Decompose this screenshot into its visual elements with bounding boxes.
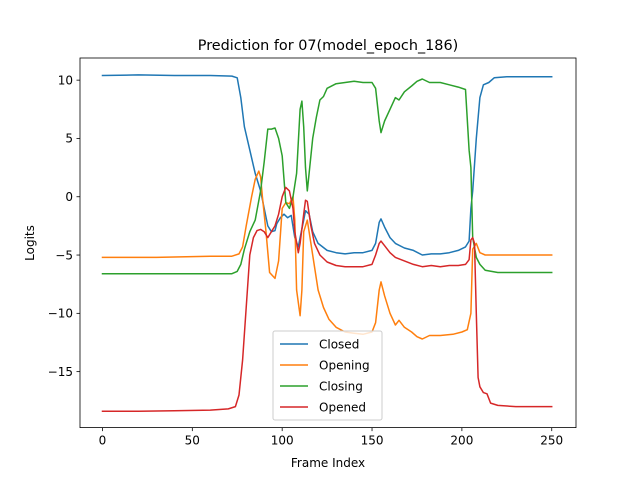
series-line-opened [101, 186, 553, 413]
series-line-closing [101, 78, 553, 275]
x-tick-label: 200 [450, 434, 473, 448]
x-tick-label: 150 [361, 434, 384, 448]
chart-title: Prediction for 07(model_epoch_186) [198, 38, 458, 54]
plot-frame [79, 57, 577, 429]
y-tick-label: 5 [65, 132, 73, 146]
y-axis: −15 −10 −5 0 5 10 [48, 73, 80, 379]
y-tick-label: −15 [48, 365, 73, 379]
x-axis-label: Frame Index [291, 456, 365, 470]
legend-label-opened: Opened [319, 400, 366, 414]
x-axis: 0 50 100 150 200 250 [99, 427, 563, 448]
y-tick-label: −5 [55, 248, 73, 262]
y-tick-label: −10 [48, 307, 73, 321]
legend-label-opening: Opening [319, 358, 370, 372]
y-tick-label: 10 [58, 73, 73, 87]
legend: Closed Opening Closing Opened [272, 330, 383, 421]
x-tick-label: 250 [540, 434, 563, 448]
series-layer [101, 74, 553, 413]
series-line-closed [101, 74, 553, 256]
legend-box [272, 330, 383, 421]
y-tick-label: 0 [65, 190, 73, 204]
x-tick-label: 0 [99, 434, 107, 448]
legend-label-closing: Closing [319, 379, 363, 393]
y-axis-label: Logits [23, 225, 37, 261]
x-tick-label: 100 [271, 434, 294, 448]
legend-label-closed: Closed [319, 337, 359, 351]
series-line-opening [101, 170, 553, 340]
x-tick-label: 50 [185, 434, 200, 448]
